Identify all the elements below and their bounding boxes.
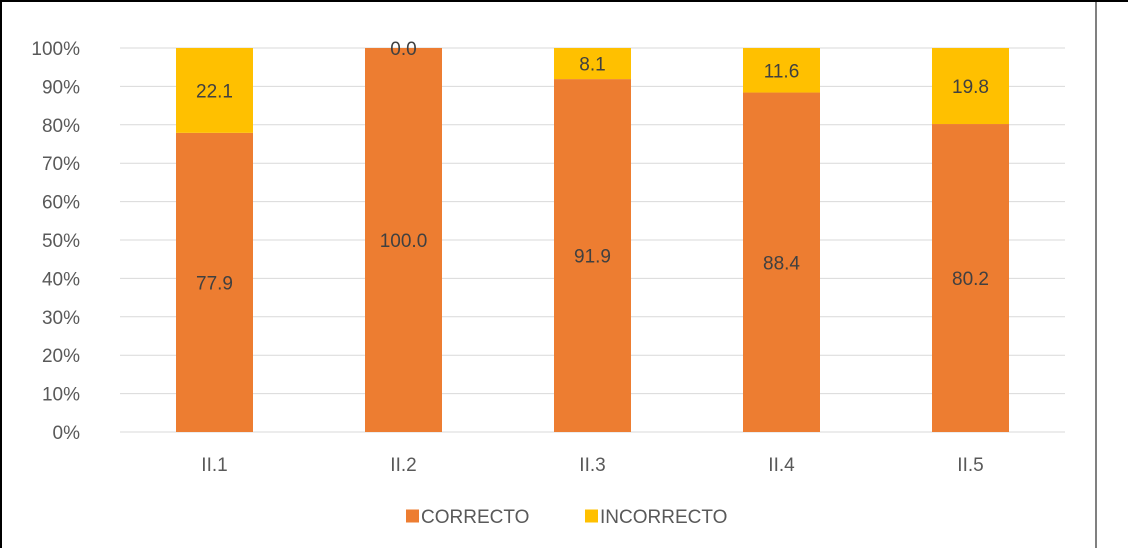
bar-segment-incorrecto-II.1	[176, 48, 253, 133]
x-axis-ticks: II.1 II.2 II.3 II.4 II.5	[201, 455, 983, 476]
bar-segment-correcto-II.5	[932, 124, 1009, 433]
y-tick-label: 40%	[42, 269, 80, 290]
data-label: 100.0	[380, 231, 428, 252]
y-tick-label: 70%	[42, 154, 80, 175]
legend-label-correcto: CORRECTO	[421, 507, 529, 528]
data-label: 80.2	[952, 269, 989, 290]
legend: CORRECTO INCORRECTO	[406, 507, 727, 528]
y-tick-label: 10%	[42, 385, 80, 406]
x-tick-label: II.3	[579, 455, 605, 476]
y-tick-label: 30%	[42, 308, 80, 329]
legend-swatch-correcto	[406, 509, 419, 523]
y-tick-label: 50%	[42, 231, 80, 252]
bar-segment-correcto-II.3	[554, 79, 631, 432]
data-label: 91.9	[574, 247, 611, 268]
bar-segment-incorrecto-II.5	[932, 48, 1009, 125]
bar-segment-correcto-II.2	[365, 48, 442, 432]
data-label: 88.4	[763, 253, 800, 274]
x-tick-label: II.2	[390, 455, 416, 476]
x-tick-label: II.4	[768, 455, 795, 476]
y-tick-label: 90%	[42, 77, 80, 98]
data-label: 0.0	[390, 39, 416, 60]
data-labels: 77.9 22.1 100.0 0.0 91.9 8.1 88.4 11.6 80.2 19.8	[196, 39, 989, 294]
y-axis-ticks: 0% 10% 20% 30% 40% 50% 60% 70% 80% 90% 100%	[31, 39, 80, 444]
data-label: 19.8	[952, 77, 989, 98]
y-tick-label: 80%	[42, 116, 80, 137]
data-label: 11.6	[764, 61, 800, 82]
y-tick-label: 60%	[42, 193, 80, 214]
bar-segment-correcto-II.4	[743, 92, 820, 432]
data-label: 8.1	[579, 55, 605, 76]
bar-segment-correcto-II.1	[176, 132, 253, 432]
y-tick-label: 100%	[31, 39, 80, 60]
data-label: 77.9	[196, 273, 233, 294]
y-tick-label: 0%	[53, 423, 81, 444]
bars	[176, 48, 1009, 433]
data-label: 22.1	[196, 81, 233, 102]
x-tick-label: II.1	[201, 455, 227, 476]
bar-segment-incorrecto-II.3	[554, 48, 631, 80]
bar-segment-incorrecto-II.4	[743, 48, 820, 93]
x-tick-label: II.5	[957, 455, 983, 476]
y-tick-label: 20%	[42, 346, 80, 367]
legend-swatch-incorrecto	[585, 509, 598, 523]
legend-label-incorrecto: INCORRECTO	[600, 507, 727, 528]
